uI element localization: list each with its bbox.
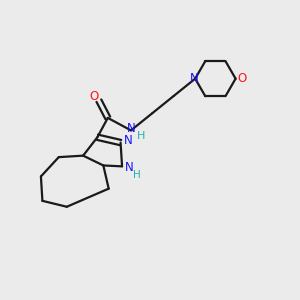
Text: N: N <box>127 122 135 134</box>
Text: N: N <box>190 72 199 85</box>
Text: H: H <box>133 170 141 180</box>
Text: O: O <box>89 90 98 103</box>
Text: N: N <box>124 134 133 147</box>
Text: O: O <box>237 72 246 85</box>
Text: H: H <box>136 131 145 141</box>
Text: N: N <box>125 161 134 174</box>
